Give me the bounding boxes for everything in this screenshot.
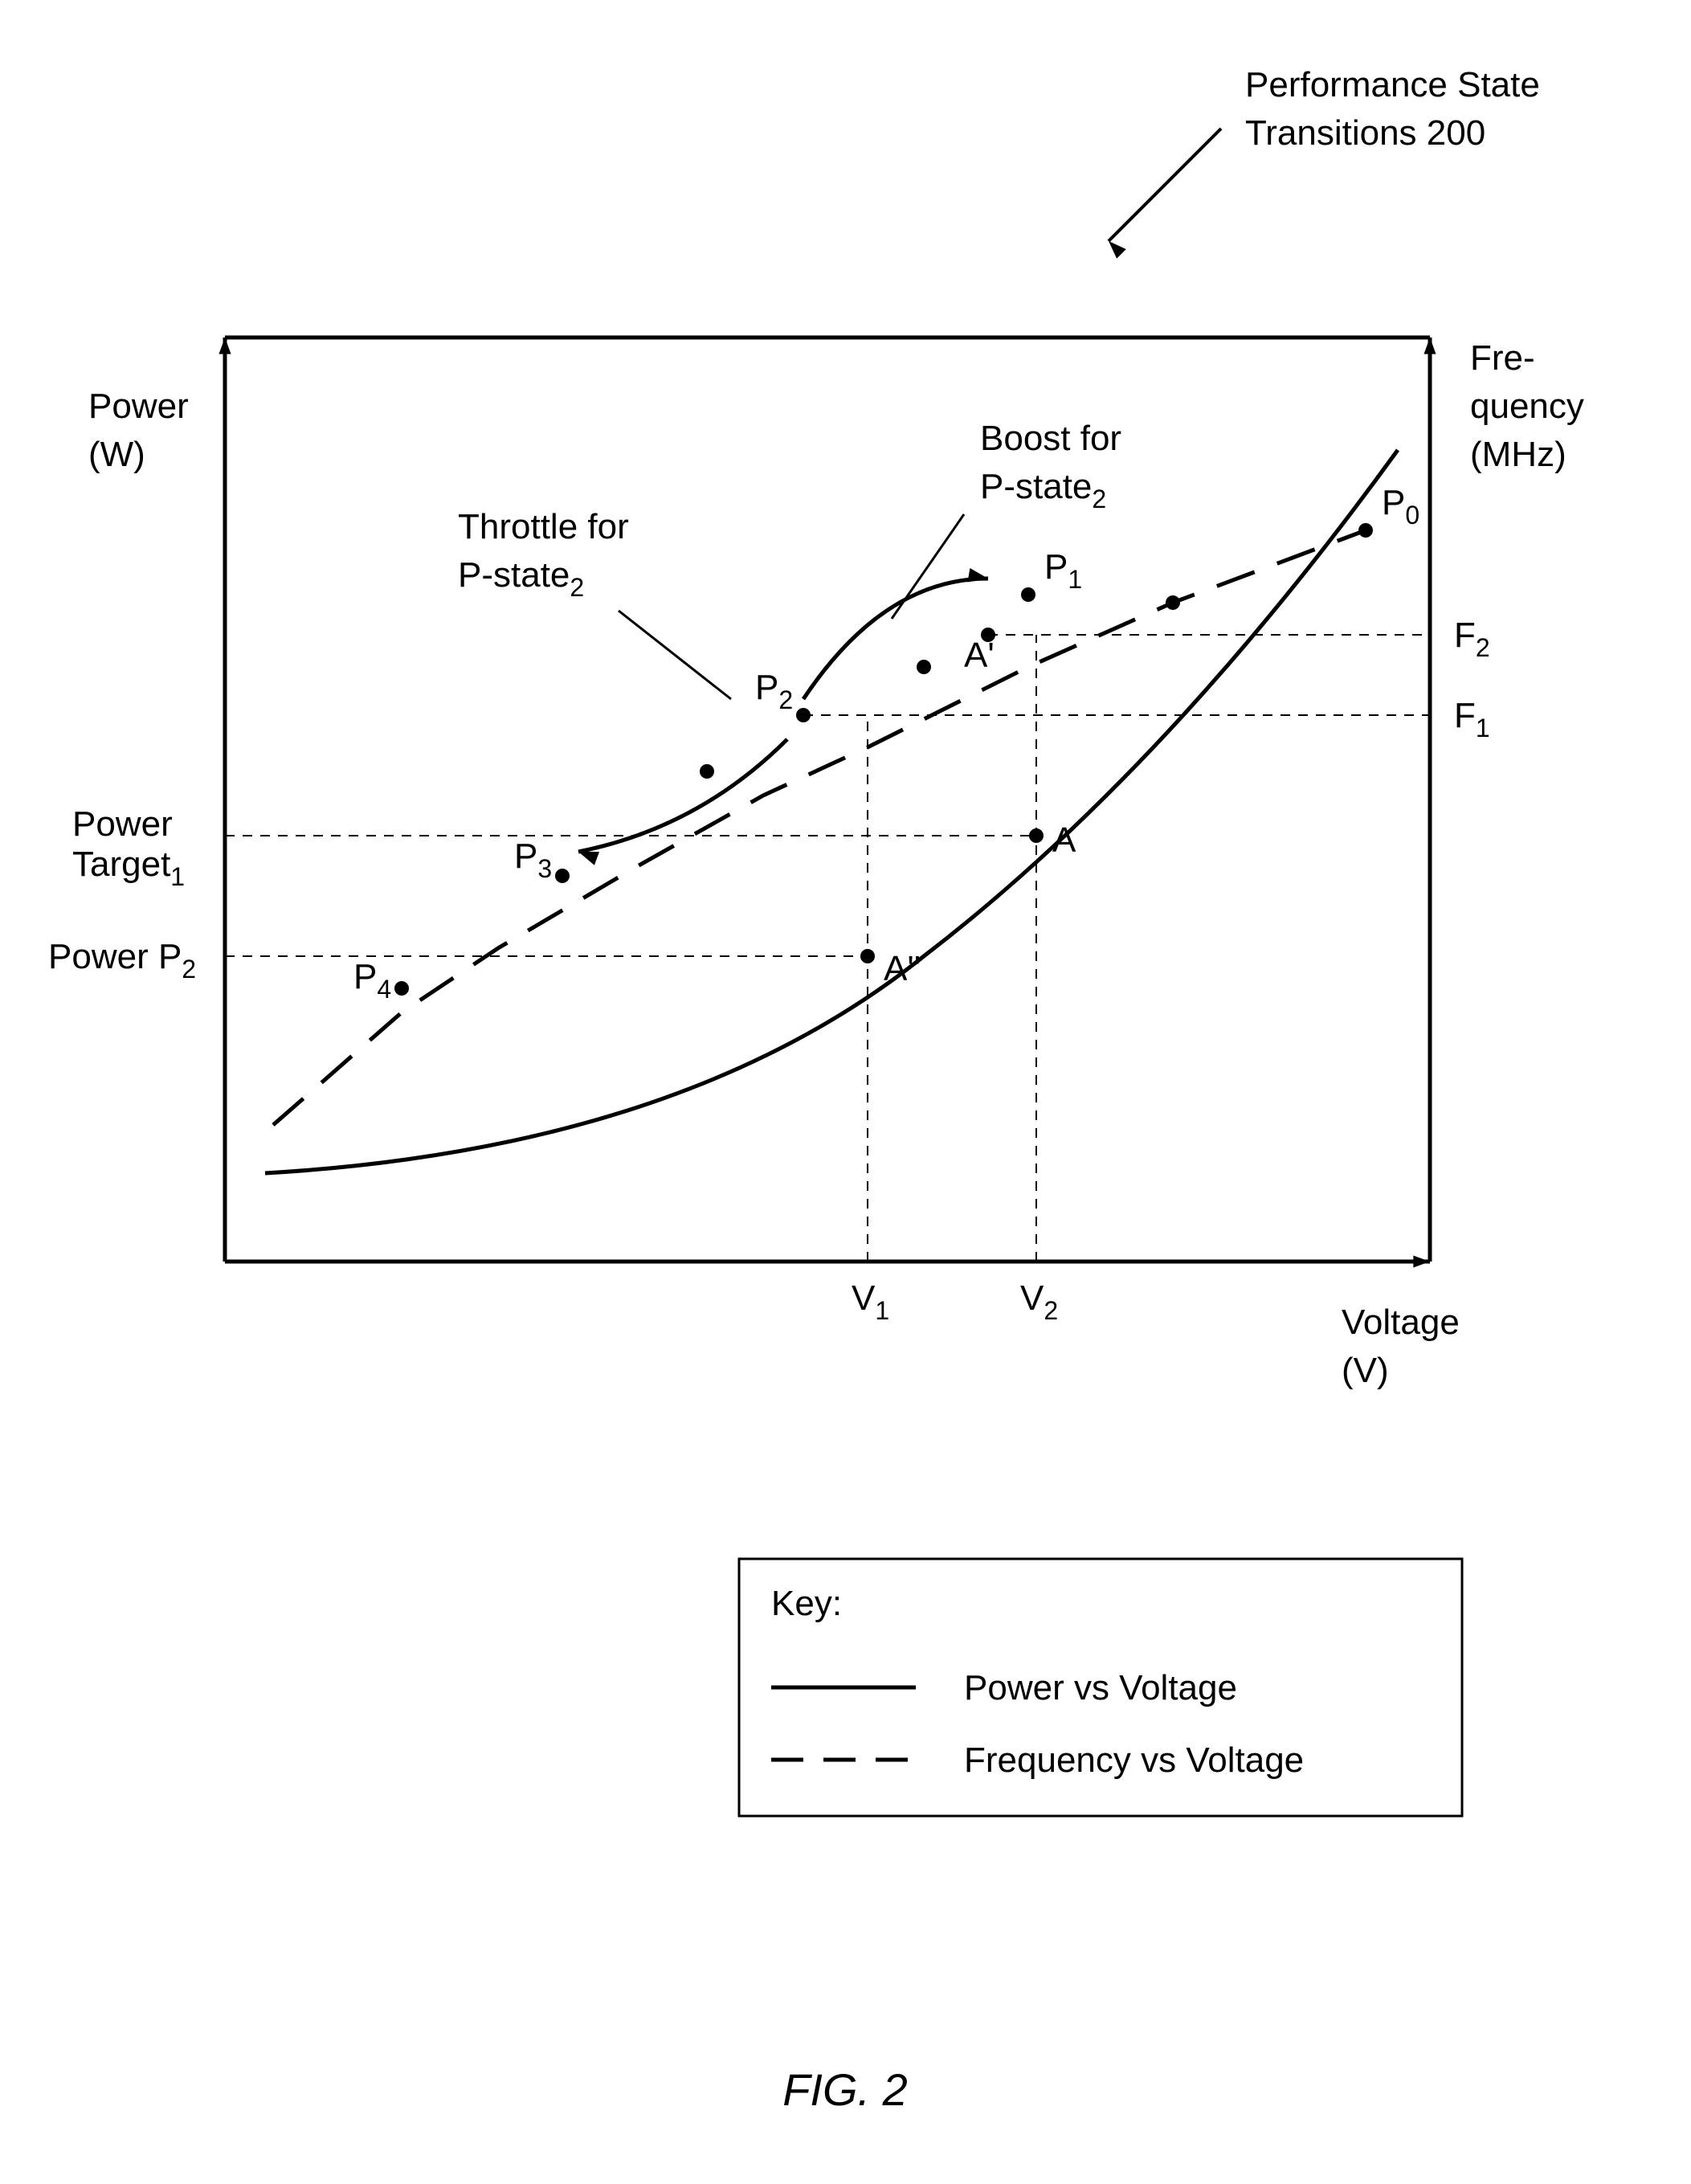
left-tick-label: Power (72, 804, 173, 844)
data-point (700, 764, 714, 779)
frequency-curve (273, 530, 1366, 1125)
y-axis-right-label: quency (1470, 386, 1584, 426)
legend-title: Key: (771, 1584, 842, 1623)
arrowhead (219, 337, 231, 354)
figure-svg: Performance State Transitions 200 Power (W)… (0, 0, 1691, 2180)
legend-label: Frequency vs Voltage (964, 1740, 1304, 1780)
annotation-title: Transitions 200 (1245, 113, 1485, 153)
arrowhead (1413, 1255, 1430, 1267)
right-tick-label: F1 (1454, 696, 1490, 742)
p-point-label: P3 (514, 836, 552, 883)
data-point (394, 981, 409, 996)
p-point-label: P0 (1382, 483, 1419, 530)
annotation: P-state2 (458, 555, 584, 602)
data-point (796, 708, 811, 722)
data-point (1029, 828, 1044, 843)
left-tick-label: Power P2 (48, 937, 196, 984)
y-axis-right-label: (MHz) (1470, 435, 1566, 474)
power-curve (265, 450, 1398, 1173)
a-point-label: A' (964, 636, 995, 675)
x-tick-label: V1 (852, 1278, 889, 1325)
x-axis-label: (V) (1342, 1351, 1389, 1390)
a-point-label: A (1052, 820, 1076, 860)
legend-label: Power vs Voltage (964, 1668, 1237, 1708)
annotation: Throttle for (458, 507, 629, 546)
a-point-label: A'' (884, 949, 921, 988)
annotation-leader (1109, 129, 1221, 241)
annotation-title: Performance State (1245, 65, 1540, 104)
leader-line (619, 611, 731, 699)
p-point-label: P4 (353, 957, 391, 1004)
annotation: Boost for (980, 419, 1121, 458)
figure-caption: FIG. 2 (782, 2064, 908, 2115)
left-tick-label: Target1 (72, 845, 185, 891)
data-point (1166, 595, 1180, 610)
page: Performance State Transitions 200 Power (W)… (0, 0, 1691, 2180)
y-axis-label: Power (88, 386, 189, 426)
p-point-label: P1 (1044, 547, 1082, 594)
p-point-label: P2 (755, 668, 793, 714)
boost-arrow (803, 579, 988, 699)
arrowhead (1109, 241, 1126, 259)
data-point (917, 660, 931, 674)
right-tick-label: F2 (1454, 616, 1490, 662)
data-point (1358, 523, 1373, 538)
y-axis-label: (W) (88, 435, 145, 474)
y-axis-right-label: Fre- (1470, 338, 1535, 378)
annotation: P-state2 (980, 467, 1106, 513)
arrowhead (1423, 337, 1436, 354)
data-point (1021, 587, 1035, 602)
arrowhead (578, 852, 599, 865)
x-tick-label: V2 (1020, 1278, 1058, 1325)
data-point (860, 949, 875, 963)
data-point (555, 869, 570, 883)
x-axis-label: Voltage (1342, 1303, 1460, 1342)
